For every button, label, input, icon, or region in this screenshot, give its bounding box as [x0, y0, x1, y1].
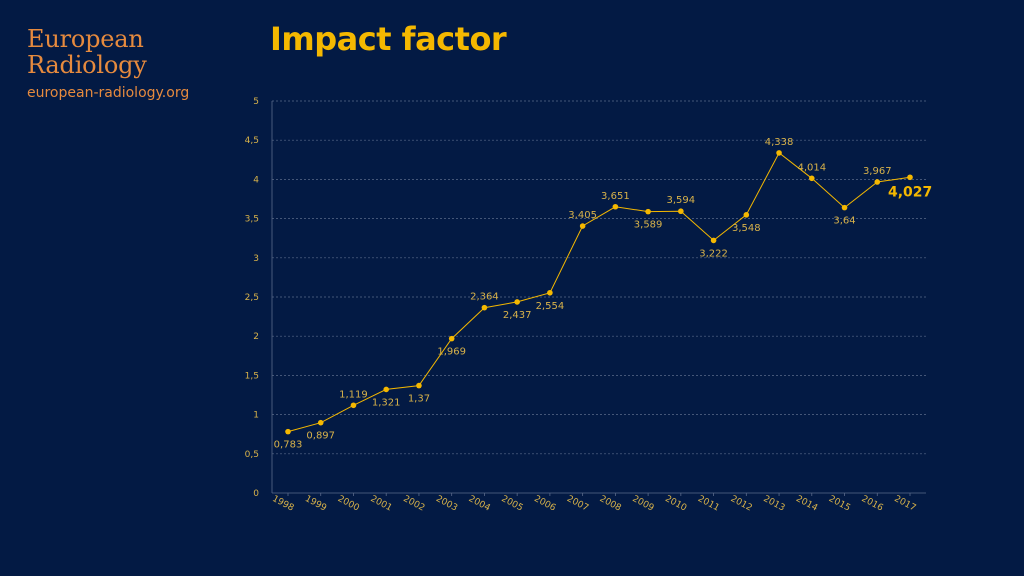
- grid-lines: [272, 100, 926, 455]
- series-line: [287, 152, 911, 433]
- y-tick-label: 4: [253, 175, 259, 185]
- data-point: [317, 419, 324, 426]
- y-tick-label: 5: [253, 97, 259, 107]
- x-tick-label: 2009: [630, 494, 655, 514]
- y-tick-label: 3,5: [245, 215, 259, 225]
- brand-name-line-2: Radiology: [27, 51, 147, 79]
- data-point: [285, 428, 291, 435]
- data-point: [678, 208, 684, 215]
- data-point: [481, 304, 488, 311]
- data-point: [350, 402, 357, 409]
- y-tick-label: 3: [253, 254, 259, 264]
- y-tick-label: 1: [253, 411, 259, 421]
- y-tick-labels: 0 0,5 1 1,5 2 2,5 3 3,5 4 4,5 5: [245, 97, 260, 499]
- x-tick-label: 2007: [565, 494, 590, 514]
- data-point: [874, 179, 881, 185]
- chart-title: Impact factor: [270, 20, 507, 58]
- data-label: 0,897: [306, 431, 335, 442]
- data-label: 3,967: [863, 166, 892, 177]
- data-point: [841, 204, 848, 211]
- x-tick-label: 2016: [860, 494, 885, 514]
- data-point: [776, 150, 782, 156]
- y-tick-label: 2,5: [245, 293, 259, 303]
- data-label: 1,321: [372, 397, 401, 408]
- x-tick-label: 2002: [401, 494, 426, 514]
- x-tick-label: 2010: [663, 494, 688, 514]
- data-label: 3,594: [667, 195, 696, 206]
- data-point: [514, 299, 520, 305]
- axes: [271, 101, 926, 494]
- x-tick-label: 2008: [598, 494, 623, 514]
- x-tick-label: 2006: [532, 494, 557, 514]
- data-label: 3,64: [833, 216, 855, 227]
- y-tick-label: 4,5: [245, 136, 259, 146]
- x-tick-label: 2012: [729, 494, 754, 514]
- data-point: [907, 174, 913, 181]
- data-label: 1,969: [437, 347, 466, 358]
- data-point: [710, 237, 717, 244]
- x-tick-label: 2004: [467, 494, 492, 514]
- data-label: 3,548: [732, 223, 761, 234]
- y-tick-label: 0,5: [245, 450, 259, 460]
- data-label: 2,437: [503, 310, 532, 321]
- x-tick-label: 2017: [892, 494, 917, 514]
- data-label: 4,027: [888, 184, 932, 200]
- x-tick-labels: 1998 1999 2000 2001 2002 2003 2004 2005 2006 2007…: [270, 493, 917, 514]
- data-label: 2,554: [536, 301, 565, 312]
- data-label: 3,651: [601, 191, 630, 202]
- data-label: 3,589: [634, 220, 663, 231]
- data-label: 1,119: [339, 389, 368, 400]
- x-tick-label: 2001: [369, 494, 394, 514]
- impact-factor-series: [285, 150, 913, 435]
- brand-url: european-radiology.org: [27, 85, 190, 101]
- data-point: [579, 223, 586, 229]
- y-tick-label: 1,5: [245, 371, 259, 381]
- data-label: 3,222: [699, 248, 728, 259]
- data-label: 0,783: [274, 440, 303, 451]
- data-label: 1,37: [408, 394, 430, 405]
- x-tick-label: 2014: [794, 494, 819, 514]
- data-point: [645, 208, 651, 215]
- x-tick-label: 1998: [270, 494, 295, 514]
- data-label: 2,364: [470, 292, 499, 303]
- data-point: [808, 175, 815, 182]
- data-point: [416, 382, 422, 389]
- data-label: 4,338: [765, 137, 794, 148]
- data-point: [383, 386, 390, 393]
- y-tick-label: 2: [253, 332, 259, 342]
- data-point: [448, 335, 455, 342]
- x-tick-label: 2000: [336, 494, 361, 514]
- y-tick-label: 0: [253, 489, 259, 499]
- data-label: 3,405: [568, 210, 597, 221]
- data-point: [612, 203, 619, 210]
- x-tick-label: 1999: [303, 494, 328, 514]
- x-tick-label: 2015: [827, 494, 852, 514]
- x-tick-label: 2013: [761, 494, 786, 514]
- data-point: [547, 289, 553, 296]
- x-tick-label: 2011: [696, 494, 721, 514]
- brand-name-line-1: European: [27, 25, 144, 53]
- data-label: 4,014: [797, 162, 826, 173]
- x-tick-label: 2005: [500, 494, 525, 514]
- x-tick-label: 2003: [434, 494, 459, 514]
- data-point: [743, 212, 750, 218]
